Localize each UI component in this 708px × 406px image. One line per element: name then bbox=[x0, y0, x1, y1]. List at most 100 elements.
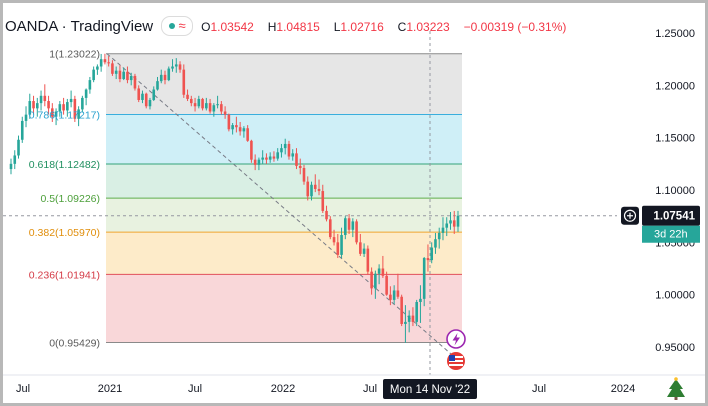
candle-body bbox=[69, 98, 73, 103]
candle bbox=[208, 98, 212, 114]
candle bbox=[295, 148, 298, 170]
fib-labels: 1(1.23022) 0.786(1.17217) 0.618(1.12482) 0.… bbox=[29, 49, 100, 350]
candle-body bbox=[359, 242, 362, 254]
candle bbox=[430, 242, 434, 264]
candle bbox=[321, 184, 325, 214]
candle bbox=[51, 103, 54, 122]
candle-body bbox=[141, 93, 144, 100]
candle bbox=[137, 85, 141, 103]
symbol-header: OANDA · TradingView ≈ O1.03542 H1.04815 … bbox=[5, 16, 571, 36]
plus-ring bbox=[623, 209, 637, 222]
candle-body bbox=[96, 66, 99, 70]
candle-body bbox=[253, 159, 257, 165]
candle-body bbox=[332, 237, 336, 243]
price-tick-label: 1.25000 bbox=[655, 28, 695, 40]
candle-body bbox=[389, 294, 392, 300]
candle-body bbox=[17, 139, 20, 156]
candle-body bbox=[81, 97, 84, 110]
candle bbox=[355, 219, 358, 245]
christmas-tree-icon[interactable] bbox=[667, 377, 685, 400]
candle bbox=[280, 143, 283, 158]
candle-body bbox=[426, 258, 430, 261]
candle-body bbox=[20, 120, 24, 140]
candle-body bbox=[178, 64, 182, 70]
candle-body bbox=[321, 191, 325, 211]
candlestick-chart[interactable]: 1(1.23022) 0.786(1.17217) 0.618(1.12482) 0.… bbox=[3, 3, 705, 403]
candle-body bbox=[377, 268, 381, 274]
fib-retracement-drawing[interactable] bbox=[106, 53, 462, 344]
candle-body bbox=[328, 219, 332, 238]
price-tick-label: 1.10000 bbox=[655, 185, 695, 197]
candle-body bbox=[51, 108, 54, 117]
fib-label-1: 1(1.23022) bbox=[49, 49, 100, 61]
candle-body bbox=[295, 153, 298, 166]
candle bbox=[159, 69, 163, 84]
countdown-label: 3d 22h bbox=[654, 229, 688, 241]
candle bbox=[66, 98, 69, 117]
us-flag-event-icon[interactable] bbox=[447, 352, 465, 370]
candle-body bbox=[107, 62, 110, 64]
lightning-event-icon[interactable] bbox=[446, 329, 466, 349]
candle-body bbox=[257, 159, 261, 165]
countdown-tag: 3d 22h bbox=[642, 225, 700, 243]
candle bbox=[174, 58, 178, 73]
flag-canton bbox=[449, 355, 455, 361]
candle bbox=[437, 227, 441, 249]
candle bbox=[257, 157, 261, 171]
candle bbox=[445, 217, 449, 237]
crosshair-plus-icon[interactable] bbox=[621, 206, 639, 225]
candle bbox=[156, 76, 159, 91]
candle bbox=[381, 255, 385, 278]
candle-body bbox=[437, 232, 441, 240]
candle-body bbox=[370, 271, 373, 289]
candle bbox=[122, 67, 125, 81]
fib-zone-1 bbox=[106, 53, 462, 115]
candle bbox=[411, 307, 415, 327]
time-tick-label: Jul bbox=[363, 383, 377, 395]
candle bbox=[246, 125, 249, 142]
close-value: 1.03223 bbox=[406, 20, 450, 34]
candle-body bbox=[137, 88, 141, 100]
candle bbox=[129, 72, 133, 86]
current-price-tag[interactable]: 1.07541 bbox=[642, 205, 700, 226]
price-tick-label: 1.00000 bbox=[655, 290, 695, 302]
candle bbox=[362, 243, 366, 257]
candle-body bbox=[144, 93, 148, 107]
candle bbox=[340, 227, 343, 259]
fib-zone-0-5 bbox=[106, 198, 462, 233]
candle-body bbox=[287, 143, 291, 157]
candle bbox=[223, 106, 227, 119]
candle bbox=[126, 66, 129, 84]
candle bbox=[328, 216, 332, 240]
symbol-title[interactable]: OANDA · TradingView bbox=[5, 17, 154, 35]
candle bbox=[347, 214, 351, 234]
candle bbox=[13, 150, 17, 170]
candle-body bbox=[216, 104, 219, 106]
bolt-shape bbox=[452, 333, 460, 346]
candle-body bbox=[407, 315, 411, 322]
candle-body bbox=[298, 165, 302, 169]
candle-body bbox=[114, 70, 118, 74]
candle-body bbox=[291, 153, 295, 157]
candle bbox=[283, 138, 287, 155]
candle-body bbox=[325, 210, 328, 220]
candle-body bbox=[193, 103, 197, 107]
candle bbox=[389, 286, 392, 306]
candle-body bbox=[396, 290, 400, 297]
fib-label-0-382: 0.382(1.05970) bbox=[29, 227, 100, 239]
candle-body bbox=[186, 94, 189, 99]
candle bbox=[344, 216, 347, 240]
candle-body bbox=[227, 114, 231, 130]
candle bbox=[171, 59, 174, 72]
candle-body bbox=[347, 218, 351, 230]
status-indicator[interactable]: ≈ bbox=[161, 16, 194, 36]
candle-body bbox=[374, 273, 377, 289]
candle bbox=[216, 95, 219, 109]
time-tick-label: Jul bbox=[532, 383, 546, 395]
candle-body bbox=[404, 321, 407, 324]
candle-body bbox=[62, 104, 65, 111]
candle bbox=[28, 93, 32, 119]
crosshair-date-tag: Mon 14 Nov '22 bbox=[383, 379, 477, 399]
candle-body bbox=[242, 128, 246, 132]
